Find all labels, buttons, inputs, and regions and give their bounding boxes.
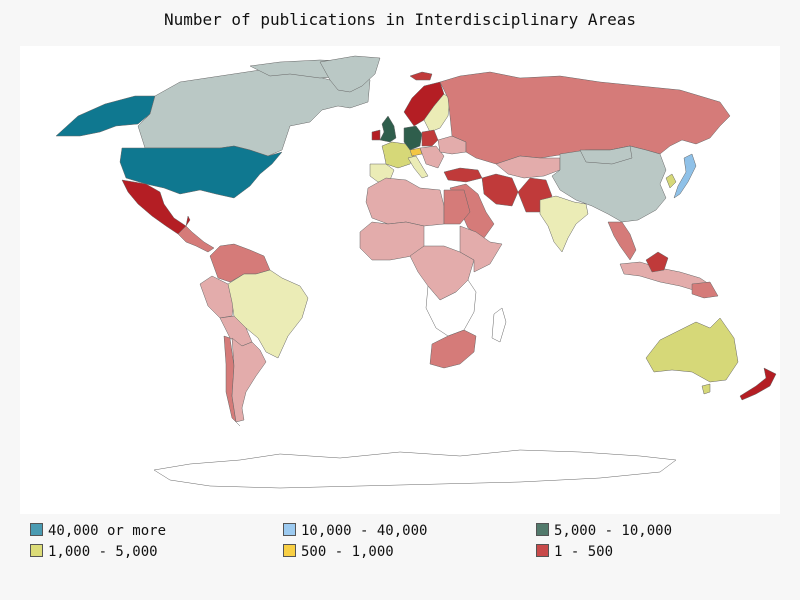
legend-label: 500 - 1,000 <box>301 544 394 560</box>
region-tasmania[interactable] <box>701 383 711 395</box>
region-germany[interactable] <box>403 125 423 151</box>
region-balkans[interactable] <box>419 145 445 169</box>
region-south-central-africa[interactable] <box>425 279 477 337</box>
region-poland[interactable] <box>421 129 439 147</box>
region-southern-africa[interactable] <box>429 329 477 369</box>
region-australia[interactable] <box>645 317 739 383</box>
world-map <box>55 55 777 489</box>
region-north-africa[interactable] <box>365 177 445 227</box>
legend-label: 1,000 - 5,000 <box>48 544 158 560</box>
legend-item: 5,000 - 10,000 <box>536 522 672 540</box>
region-madagascar[interactable] <box>491 307 507 343</box>
region-mexico[interactable] <box>121 179 191 235</box>
region-east-africa[interactable] <box>459 225 503 273</box>
legend-swatch <box>536 523 549 536</box>
legend-label: 10,000 - 40,000 <box>301 523 428 539</box>
region-korea[interactable] <box>665 173 677 189</box>
legend-label: 5,000 - 10,000 <box>554 523 673 539</box>
region-central-america[interactable] <box>177 225 215 253</box>
region-france[interactable] <box>381 141 415 169</box>
legend-label: 40,000 or more <box>48 523 167 539</box>
legend-swatch <box>283 523 296 536</box>
region-japan[interactable] <box>673 153 697 199</box>
legend-item: 1 - 500 <box>536 543 613 561</box>
legend-swatch <box>536 544 549 557</box>
region-iceland[interactable] <box>409 71 433 81</box>
region-chile[interactable] <box>223 335 241 427</box>
legend-swatch <box>30 544 43 557</box>
legend-item: 1,000 - 5,000 <box>30 543 158 561</box>
legend-swatch <box>283 544 296 557</box>
region-borneo[interactable] <box>645 251 669 273</box>
map-legend: 40,000 or more 10,000 - 40,000 5,000 - 1… <box>30 522 790 566</box>
region-austria[interactable] <box>409 147 423 157</box>
legend-item: 500 - 1,000 <box>283 543 394 561</box>
legend-item: 10,000 - 40,000 <box>283 522 427 540</box>
region-ireland[interactable] <box>371 129 381 141</box>
legend-item: 40,000 or more <box>30 522 166 540</box>
region-new-zealand[interactable] <box>739 367 777 401</box>
region-new-guinea[interactable] <box>691 281 719 299</box>
region-argentina[interactable] <box>231 337 267 423</box>
region-egypt[interactable] <box>443 189 471 225</box>
region-southeast-asia[interactable] <box>607 221 637 261</box>
region-italy[interactable] <box>407 155 429 179</box>
region-peru[interactable] <box>199 275 235 319</box>
map-title: Number of publications in Interdisciplin… <box>163 10 636 29</box>
region-mongolia[interactable] <box>579 145 633 165</box>
region-uk[interactable] <box>379 115 397 143</box>
region-antarctica[interactable] <box>153 449 677 489</box>
region-greenland[interactable] <box>319 55 381 93</box>
region-iran[interactable] <box>481 173 519 207</box>
region-turkey[interactable] <box>443 167 483 183</box>
region-india[interactable] <box>539 195 589 253</box>
world-map-panel <box>20 46 780 514</box>
legend-swatch <box>30 523 43 536</box>
legend-label: 1 - 500 <box>554 544 614 560</box>
